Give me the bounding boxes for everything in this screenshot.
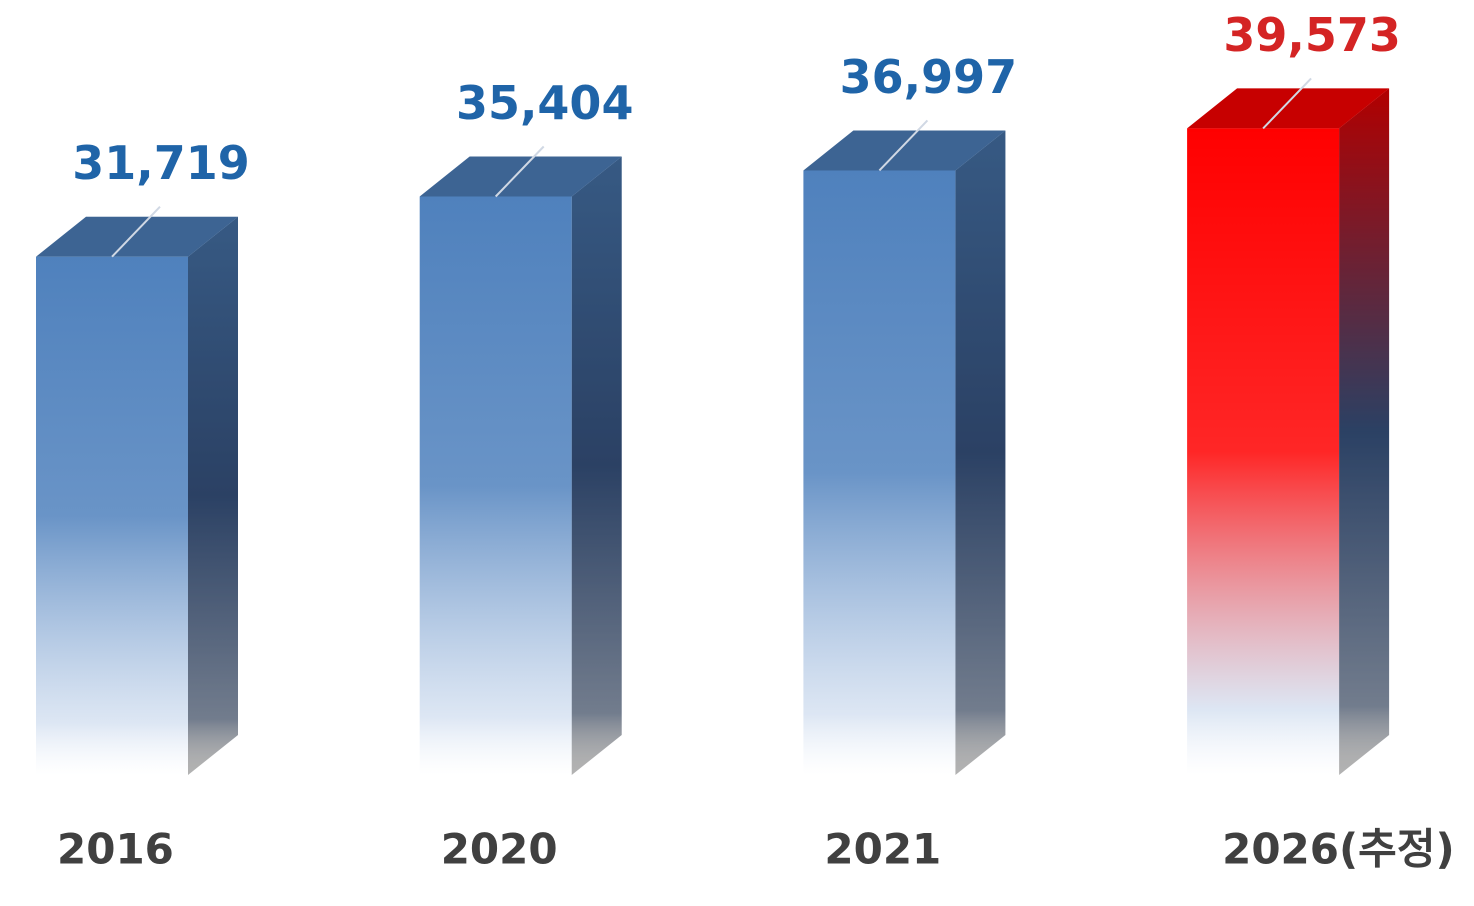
bar-side [571, 156, 622, 775]
bar-top [1187, 88, 1390, 129]
x-tick-label: 2020 [441, 825, 558, 874]
leader-line [111, 206, 161, 258]
value-label: 39,573 [1223, 8, 1401, 62]
bar [803, 170, 956, 775]
bar-top [36, 216, 238, 257]
value-label: 35,404 [456, 76, 634, 130]
bar-side-shade [1339, 88, 1390, 776]
value-label: 36,997 [840, 50, 1018, 104]
bar-side [188, 216, 238, 775]
leader-line [494, 145, 545, 198]
bar-side [955, 130, 1006, 775]
bar-top-shade [1187, 88, 1390, 129]
bar [419, 196, 572, 775]
leader-line [1262, 77, 1312, 130]
leader-line [878, 119, 929, 172]
x-tick-label: 2021 [824, 825, 941, 874]
bar-top [419, 156, 622, 197]
bar-top [803, 130, 1006, 171]
bar-side-shade [188, 216, 238, 775]
value-label: 31,719 [72, 136, 250, 190]
bar-top-shade [419, 156, 622, 197]
bar-side-shade [571, 156, 622, 775]
bar-side [1339, 88, 1390, 776]
bar-side-shade [955, 130, 1006, 775]
x-tick-label: 2016 [57, 825, 174, 874]
bar-top-shade [803, 130, 1006, 171]
x-tick-label: 2026(추정) [1222, 825, 1455, 874]
bar-top-shade [36, 216, 238, 257]
bar [36, 256, 188, 775]
bar [1187, 128, 1340, 776]
